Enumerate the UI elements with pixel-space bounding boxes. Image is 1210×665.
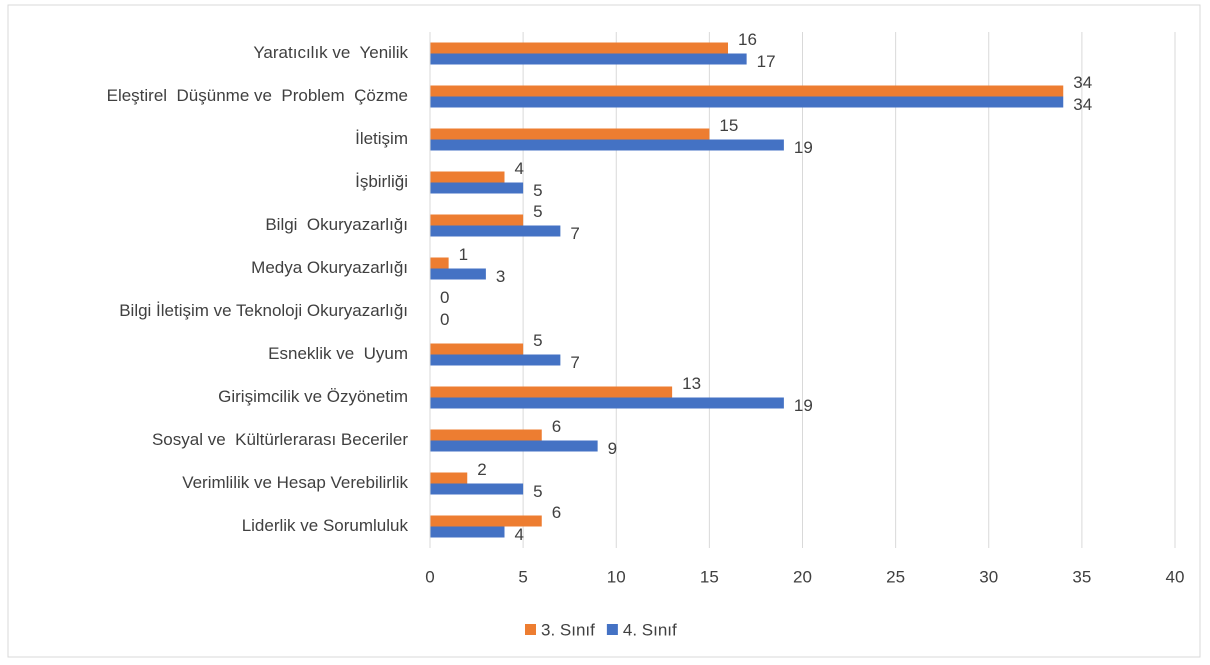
bar [430,343,524,355]
data-label: 7 [570,224,579,243]
data-label: 16 [738,30,757,49]
data-label: 3 [496,267,505,286]
data-label: 0 [440,288,449,307]
bar [430,257,449,269]
bar [430,85,1064,97]
x-tick-label: 10 [607,567,626,586]
bar [430,171,505,183]
legend-swatch [606,624,618,635]
y-tick-label: Bilgi İletişim ve Teknoloji Okuryazarlığ… [119,301,408,320]
bar [430,128,710,140]
bar [430,139,784,151]
bar [430,214,524,226]
x-tick-label: 20 [793,567,812,586]
data-label: 5 [533,331,542,350]
data-label: 5 [533,482,542,501]
y-tick-label: Verimlilik ve Hesap Verebilirlik [182,473,408,492]
bar [430,397,784,409]
data-label: 7 [570,353,579,372]
y-tick-label: Liderlik ve Sorumluluk [242,516,409,535]
bar [430,354,561,366]
y-tick-label: Eleştirel Düşünme ve Problem Çözme [107,86,408,105]
legend-label: 4. Sınıf [623,620,677,639]
y-tick-label: Yaratıcılık ve Yenilik [253,43,408,62]
legend-label: 3. Sınıf [541,620,595,639]
bar [430,96,1064,108]
x-tick-label: 40 [1166,567,1185,586]
bar [430,225,561,237]
x-tick-label: 15 [700,567,719,586]
y-tick-label: Girişimcilik ve Özyönetim [218,387,408,406]
bar [430,53,747,65]
bar [430,515,542,527]
chart-frame [7,4,1201,658]
data-label: 34 [1073,95,1092,114]
data-label: 9 [608,439,617,458]
y-tick-label: Bilgi Okuryazarlığı [265,215,408,234]
y-tick-label: Sosyal ve Kültürlerarası Beceriler [152,430,408,449]
bar [430,526,505,538]
data-label: 19 [794,396,813,415]
x-tick-label: 0 [425,567,434,586]
bar [430,268,486,280]
x-tick-label: 30 [979,567,998,586]
y-tick-label: Medya Okuryazarlığı [251,258,408,277]
x-tick-label: 25 [886,567,905,586]
data-label: 19 [794,138,813,157]
data-label: 34 [1073,73,1092,92]
y-tick-label: Esneklik ve Uyum [268,344,408,363]
data-label: 2 [477,460,486,479]
data-label: 15 [719,116,738,135]
data-label: 4 [515,159,524,178]
data-label: 6 [552,503,561,522]
bar [430,42,728,54]
x-tick-label: 35 [1072,567,1091,586]
bar [430,440,598,452]
bar [430,429,542,441]
data-label: 17 [757,52,776,71]
bar [430,472,468,484]
bar [430,386,673,398]
bar [430,483,524,495]
bar [430,182,524,194]
data-label: 13 [682,374,701,393]
y-tick-label: İletişim [355,129,408,148]
legend-swatch [525,624,536,635]
data-label: 0 [440,310,449,329]
data-label: 5 [533,181,542,200]
y-tick-label: İşbirliği [355,172,408,191]
data-label: 1 [459,245,468,264]
data-label: 6 [552,417,561,436]
data-label: 5 [533,202,542,221]
x-tick-label: 5 [518,567,527,586]
data-label: 4 [515,525,524,544]
